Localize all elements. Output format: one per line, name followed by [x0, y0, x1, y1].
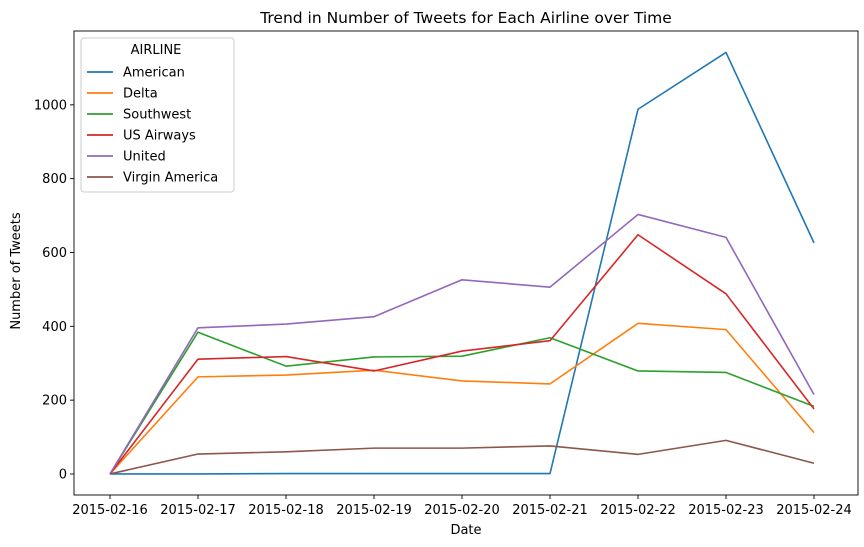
series-line-5 — [109, 439, 815, 475]
x-axis-title: Date — [450, 523, 481, 538]
axes-frame — [73, 30, 859, 496]
x-tick-label: 2015-02-18 — [248, 503, 324, 518]
legend-box — [80, 37, 235, 193]
y-tick-label: 0 — [59, 467, 67, 482]
legend-entry: US Airways — [123, 129, 196, 144]
series-line-4 — [109, 213, 815, 475]
x-tick-label: 2015-02-16 — [72, 503, 148, 518]
x-tick-label: 2015-02-20 — [424, 503, 500, 518]
chart-title: Trend in Number of Tweets for Each Airli… — [259, 9, 672, 27]
x-tick-label: 2015-02-19 — [336, 503, 412, 518]
legend-title: AIRLINE — [131, 43, 182, 58]
series-line-2 — [109, 331, 815, 475]
x-tick-label: 2015-02-17 — [160, 503, 236, 518]
x-tick-label: 2015-02-22 — [600, 503, 676, 518]
legend-entry: Southwest — [123, 108, 191, 123]
series-line-0 — [110, 51, 815, 475]
series-line-1 — [109, 322, 815, 475]
legend-entry: American — [123, 66, 185, 81]
x-tick-label: 2015-02-24 — [776, 503, 852, 518]
legend: AIRLINE American Delta Southwest US Airways U… — [80, 37, 235, 193]
legend-entry: Delta — [123, 87, 158, 102]
plot-area: 2015-02-16 2015-02-17 2015-02-18 2015-02-19… — [34, 30, 859, 518]
y-tick-label: 1000 — [34, 98, 67, 113]
legend-entry: Virgin America — [123, 171, 218, 186]
y-axis-title: Number of Tweets — [9, 212, 24, 330]
y-tick-label: 600 — [42, 246, 67, 261]
series-line-3 — [109, 233, 815, 475]
y-tick-label: 200 — [42, 394, 67, 409]
x-tick-label: 2015-02-23 — [688, 503, 764, 518]
y-tick-label: 800 — [42, 172, 67, 187]
x-tick-label: 2015-02-21 — [512, 503, 588, 518]
y-tick-label: 400 — [42, 320, 67, 335]
legend-entry: United — [123, 150, 166, 165]
